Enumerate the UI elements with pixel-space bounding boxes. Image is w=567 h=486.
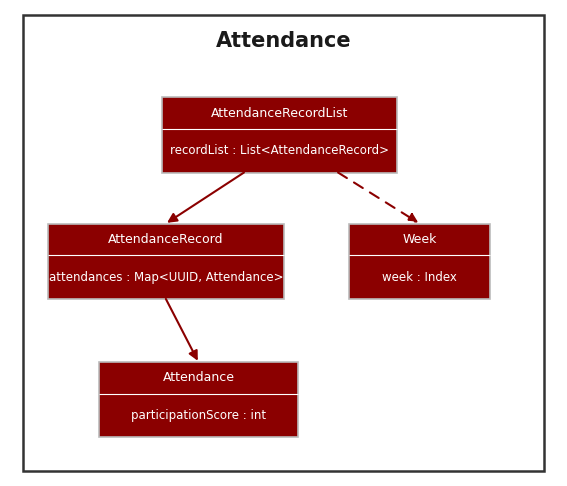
Bar bbox=[48, 224, 284, 299]
Text: Attendance: Attendance bbox=[215, 31, 352, 52]
Bar bbox=[99, 362, 298, 394]
Bar bbox=[349, 224, 490, 255]
Bar bbox=[99, 394, 298, 437]
Text: Week: Week bbox=[403, 233, 437, 246]
Bar bbox=[162, 129, 397, 173]
Text: AttendanceRecordList: AttendanceRecordList bbox=[210, 106, 348, 120]
Text: week : Index: week : Index bbox=[382, 271, 457, 283]
Bar bbox=[162, 97, 397, 173]
Bar bbox=[48, 255, 284, 299]
Bar bbox=[349, 255, 490, 299]
Text: Attendance: Attendance bbox=[163, 371, 234, 384]
Text: recordList : List<AttendanceRecord>: recordList : List<AttendanceRecord> bbox=[170, 144, 389, 157]
Text: participationScore : int: participationScore : int bbox=[131, 409, 266, 422]
Bar bbox=[48, 224, 284, 255]
Bar bbox=[349, 224, 490, 299]
Bar bbox=[99, 362, 298, 437]
Text: AttendanceRecord: AttendanceRecord bbox=[108, 233, 223, 246]
Bar bbox=[162, 97, 397, 129]
Text: attendances : Map<UUID, Attendance>: attendances : Map<UUID, Attendance> bbox=[49, 271, 283, 283]
